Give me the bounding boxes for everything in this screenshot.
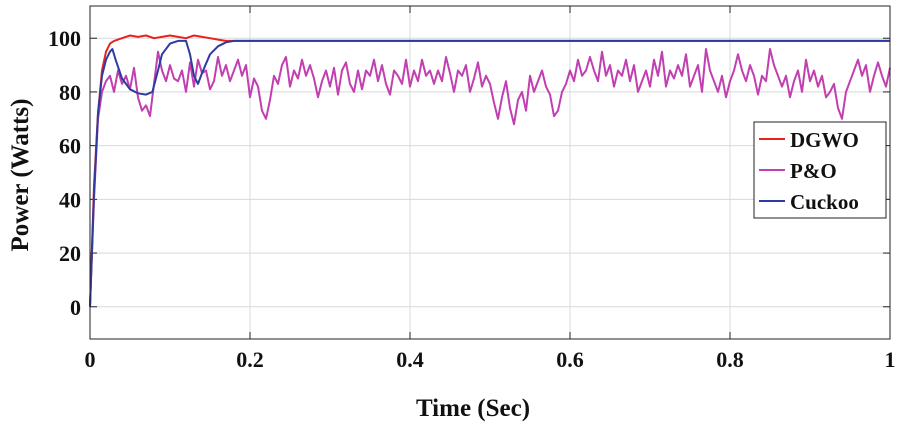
x-axis-label: Time (Sec): [416, 395, 530, 422]
legend-label-dgwo: DGWO: [790, 128, 859, 152]
y-tick-label: 40: [59, 187, 81, 212]
tick-labels: 0 0.2 0.4 0.6 0.8 1 0 20 40 60 80 100: [48, 26, 896, 372]
y-tick-label: 60: [59, 134, 81, 159]
x-tick-label: 0.8: [716, 347, 744, 372]
y-tick-label: 80: [59, 80, 81, 105]
legend-label-cuckoo: Cuckoo: [790, 190, 859, 214]
y-tick-label: 100: [48, 26, 81, 51]
y-tick-label: 20: [59, 241, 81, 266]
series-line-cuckoo: [89, 39, 890, 307]
x-tick-label: 0.6: [556, 347, 584, 372]
x-tick-label: 0.4: [396, 347, 424, 372]
legend: DGWO P&O Cuckoo: [753, 121, 887, 219]
y-tick-label: 0: [70, 295, 81, 320]
series-lines: [89, 34, 891, 307]
plot-frame: [89, 5, 891, 340]
legend-label-p-and-o: P&O: [790, 159, 837, 183]
series-line-p-and-o: [89, 48, 891, 307]
x-tick-label: 0: [85, 347, 96, 372]
x-tick-label: 0.2: [236, 347, 264, 372]
x-tick-label: 1: [885, 347, 896, 372]
y-axis-label: Power (Watts): [7, 99, 34, 252]
